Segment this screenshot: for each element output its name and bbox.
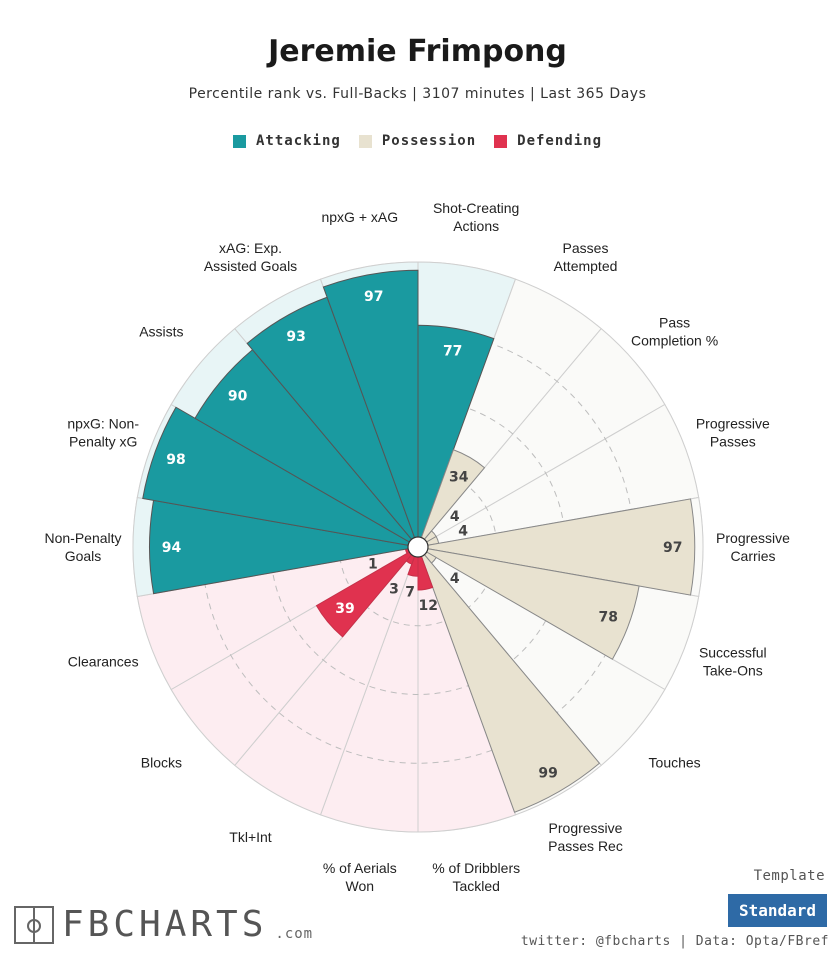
value-label-6: 4 bbox=[450, 571, 460, 587]
category-label-5: Successful Take-Ons bbox=[699, 645, 767, 679]
value-label-12: 1 bbox=[368, 556, 378, 572]
category-label-12: Clearances bbox=[68, 654, 139, 670]
category-label-0: Shot-Creating Actions bbox=[433, 200, 519, 234]
category-label-9: % of Aerials Won bbox=[323, 860, 397, 894]
category-label-14: npxG: Non-Penalty xG bbox=[67, 415, 139, 449]
value-label-1: 34 bbox=[449, 469, 469, 485]
logo-text: FBCHARTS bbox=[62, 904, 268, 945]
radar-bars bbox=[142, 269, 696, 813]
legend-item-attacking: Attacking bbox=[232, 133, 341, 149]
value-label-8: 12 bbox=[419, 598, 438, 614]
legend-label-possession: Possession bbox=[381, 133, 477, 149]
value-label-3: 4 bbox=[458, 524, 468, 540]
data-credit: twitter: @fbcharts | Data: Opta/FBref bbox=[520, 934, 829, 949]
legend-label-defending: Defending bbox=[517, 133, 602, 149]
chart-title: Jeremie Frimpong bbox=[268, 34, 567, 69]
value-label-15: 90 bbox=[228, 389, 248, 405]
category-label-15: Assists bbox=[139, 324, 183, 340]
chart-subtitle: Percentile rank vs. Full-Backs | 3107 mi… bbox=[188, 86, 647, 102]
category-label-2: Pass Completion % bbox=[631, 315, 718, 349]
template-standard-button[interactable]: Standard bbox=[728, 894, 827, 927]
legend-label-attacking: Attacking bbox=[255, 133, 341, 149]
category-label-1: Passes Attempted bbox=[554, 240, 618, 274]
legend-swatch-defending bbox=[494, 134, 508, 148]
value-label-2: 4 bbox=[450, 509, 460, 525]
value-label-11: 39 bbox=[335, 601, 354, 617]
category-label-4: Progressive Carries bbox=[716, 530, 790, 564]
category-label-7: Progressive Passes Rec bbox=[548, 820, 623, 854]
value-label-10: 3 bbox=[389, 582, 399, 598]
radar-center bbox=[407, 536, 429, 558]
legend: Attacking Possession Defending bbox=[0, 133, 835, 149]
value-label-14: 98 bbox=[166, 452, 185, 468]
category-label-8: % of Dribblers Tackled bbox=[432, 860, 520, 894]
value-label-5: 78 bbox=[599, 609, 618, 625]
legend-item-defending: Defending bbox=[494, 133, 602, 149]
value-label-7: 99 bbox=[538, 765, 557, 781]
category-label-10: Tkl+Int bbox=[229, 829, 272, 845]
value-label-17: 97 bbox=[364, 289, 383, 305]
pitch-icon bbox=[14, 906, 54, 944]
value-label-13: 94 bbox=[162, 540, 182, 556]
category-label-6: Touches bbox=[649, 754, 701, 770]
value-label-9: 7 bbox=[405, 585, 415, 601]
value-label-16: 93 bbox=[286, 329, 305, 345]
legend-swatch-attacking bbox=[232, 134, 246, 148]
category-label-16: xAG: Exp. Assisted Goals bbox=[204, 240, 297, 274]
value-label-4: 97 bbox=[663, 540, 682, 556]
category-label-11: Blocks bbox=[141, 754, 182, 770]
logo-suffix: .com bbox=[275, 926, 314, 942]
category-label-13: Non-Penalty Goals bbox=[44, 530, 121, 564]
legend-item-possession: Possession bbox=[358, 133, 477, 149]
category-label-17: npxG + xAG bbox=[321, 209, 398, 225]
category-label-3: Progressive Passes bbox=[696, 415, 770, 449]
legend-swatch-possession bbox=[358, 134, 372, 148]
fbcharts-logo: FBCHARTS .com bbox=[14, 906, 313, 944]
radar-category-labels: Shot-Creating Actions Passes Attempted Pass C… bbox=[44, 200, 790, 894]
value-label-0: 77 bbox=[443, 343, 462, 359]
template-label: Template bbox=[753, 868, 825, 884]
